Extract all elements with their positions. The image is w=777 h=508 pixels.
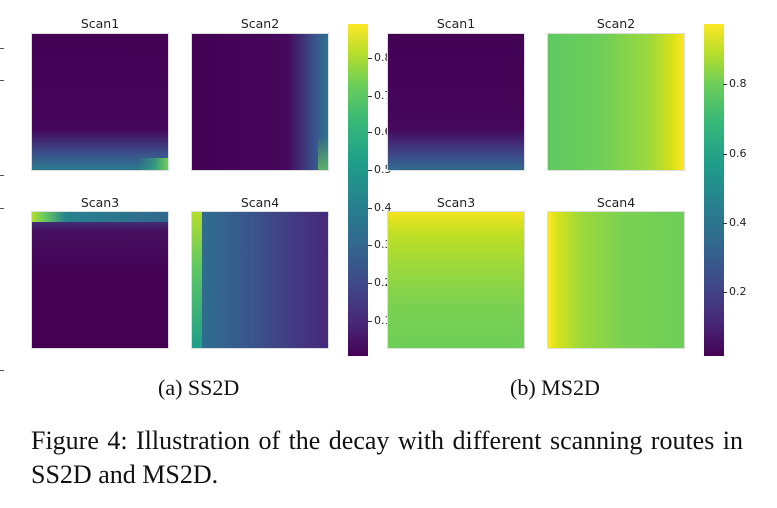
colorbar-tick: 0.8 (723, 77, 747, 90)
map-title: Scan1 (436, 16, 476, 31)
panel-label-ms2d: (b) MS2D (510, 375, 600, 400)
heatmap-ss2d-scan2 (191, 33, 329, 171)
map-title: Scan3 (436, 195, 476, 210)
colorbar-ss2d (348, 24, 368, 356)
margin-mark (0, 208, 4, 209)
colorbar-tick: 0.6 (723, 147, 747, 160)
heatmap-ms2d-scan1 (387, 33, 525, 171)
heatmap-ms2d-scan2 (547, 33, 685, 171)
map-title: Scan4 (240, 195, 280, 210)
colorbar-tick: 0.2 (723, 285, 747, 298)
colorbar-tick: 0.4 (368, 201, 392, 214)
map-title: Scan2 (240, 16, 280, 31)
map-title: Scan3 (80, 195, 120, 210)
figure-caption: Figure 4: Illustration of the decay with… (31, 426, 743, 489)
colorbar-ms2d (704, 24, 724, 356)
heatmap-ss2d-scan3 (31, 211, 169, 349)
margin-mark (0, 175, 4, 176)
heatmap-ms2d-scan4 (547, 211, 685, 349)
panel-label-ss2d: (a) SS2D (158, 375, 240, 400)
heatmap-ss2d-scan4 (191, 211, 329, 349)
map-title: Scan1 (80, 16, 120, 31)
map-title: Scan4 (596, 195, 636, 210)
margin-mark (0, 80, 4, 81)
margin-mark (0, 48, 4, 49)
heatmap-ms2d-scan3 (387, 211, 525, 349)
map-title: Scan2 (596, 16, 636, 31)
colorbar-tick: 0.4 (723, 216, 747, 229)
margin-mark (0, 370, 4, 371)
heatmap-ss2d-scan1 (31, 33, 169, 171)
